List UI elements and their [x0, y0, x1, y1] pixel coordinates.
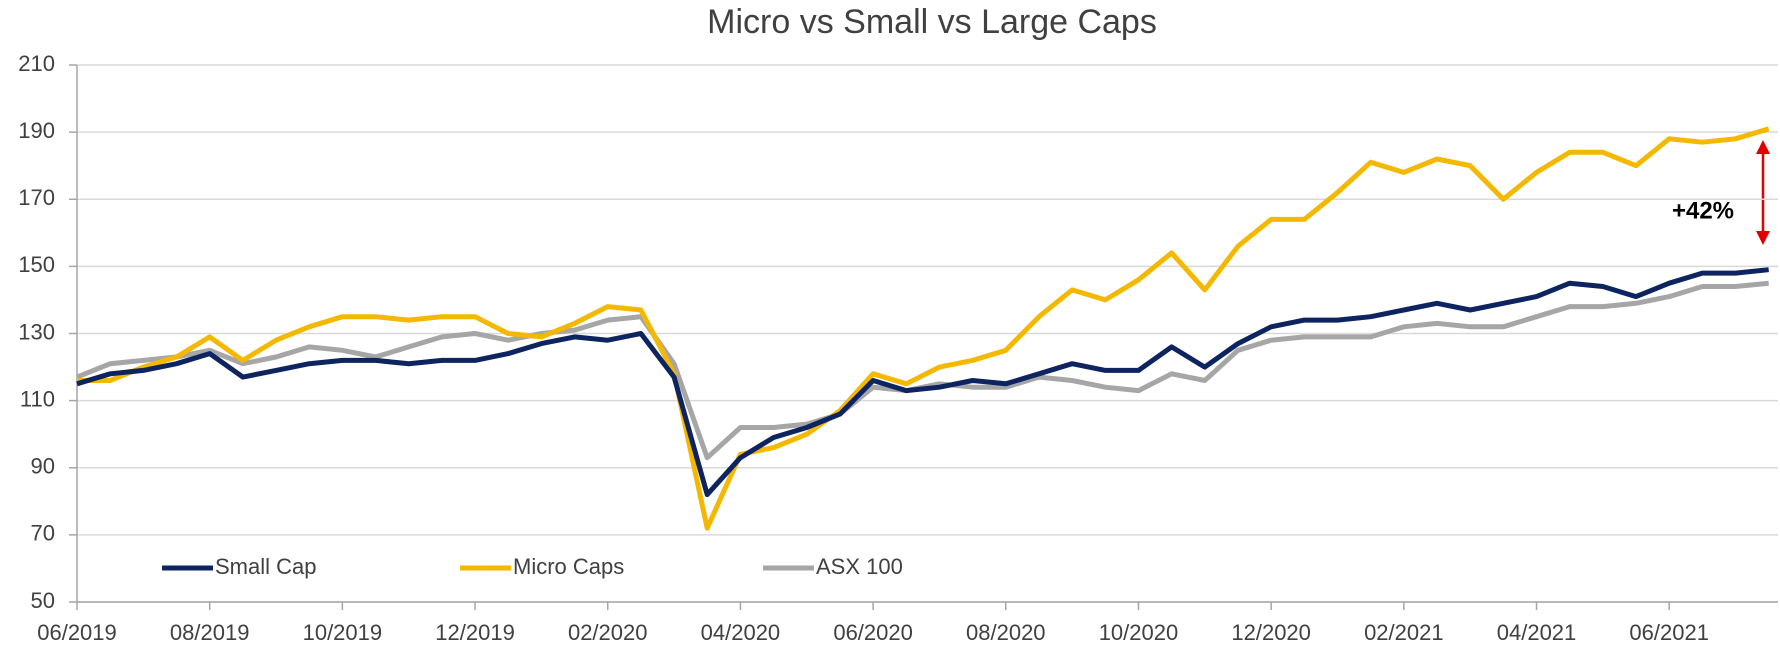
y-tick-label: 50	[31, 588, 55, 613]
series-line	[76, 267, 1769, 498]
x-tick-label: 02/2020	[568, 620, 648, 645]
arrow	[1756, 140, 1770, 245]
x-tick-label: 12/2019	[435, 620, 515, 645]
x-tick-label: 10/2019	[303, 620, 383, 645]
y-tick-label: 130	[18, 319, 55, 344]
x-tick-label: 06/2019	[37, 620, 117, 645]
x-tick-label: 06/2021	[1629, 620, 1709, 645]
y-tick-label: 90	[31, 454, 55, 479]
x-tick-label: 08/2019	[170, 620, 250, 645]
y-tick-label: 190	[18, 118, 55, 143]
legend-label: Micro Caps	[513, 554, 624, 579]
x-tick-label: 06/2020	[833, 620, 913, 645]
x-tick-label: 12/2020	[1231, 620, 1311, 645]
y-tick-label: 150	[18, 252, 55, 277]
legend-label: ASX 100	[816, 554, 903, 579]
x-tick-label: 02/2021	[1364, 620, 1444, 645]
y-tick-label: 70	[31, 521, 55, 546]
x-tick-label: 10/2020	[1099, 620, 1179, 645]
y-tick-label: 210	[18, 51, 55, 76]
legend-label: Small Cap	[215, 554, 316, 579]
series-line	[76, 280, 1769, 461]
y-tick-label: 110	[20, 386, 55, 411]
series-line	[77, 126, 1770, 531]
annotation: +42%	[1672, 197, 1734, 224]
y-tick-label: 170	[18, 185, 55, 210]
x-tick-label: 04/2020	[701, 620, 781, 645]
chart-title: Micro vs Small vs Large Caps	[707, 3, 1157, 41]
x-tick-label: 04/2021	[1497, 620, 1577, 645]
x-tick-label: 08/2020	[966, 620, 1046, 645]
